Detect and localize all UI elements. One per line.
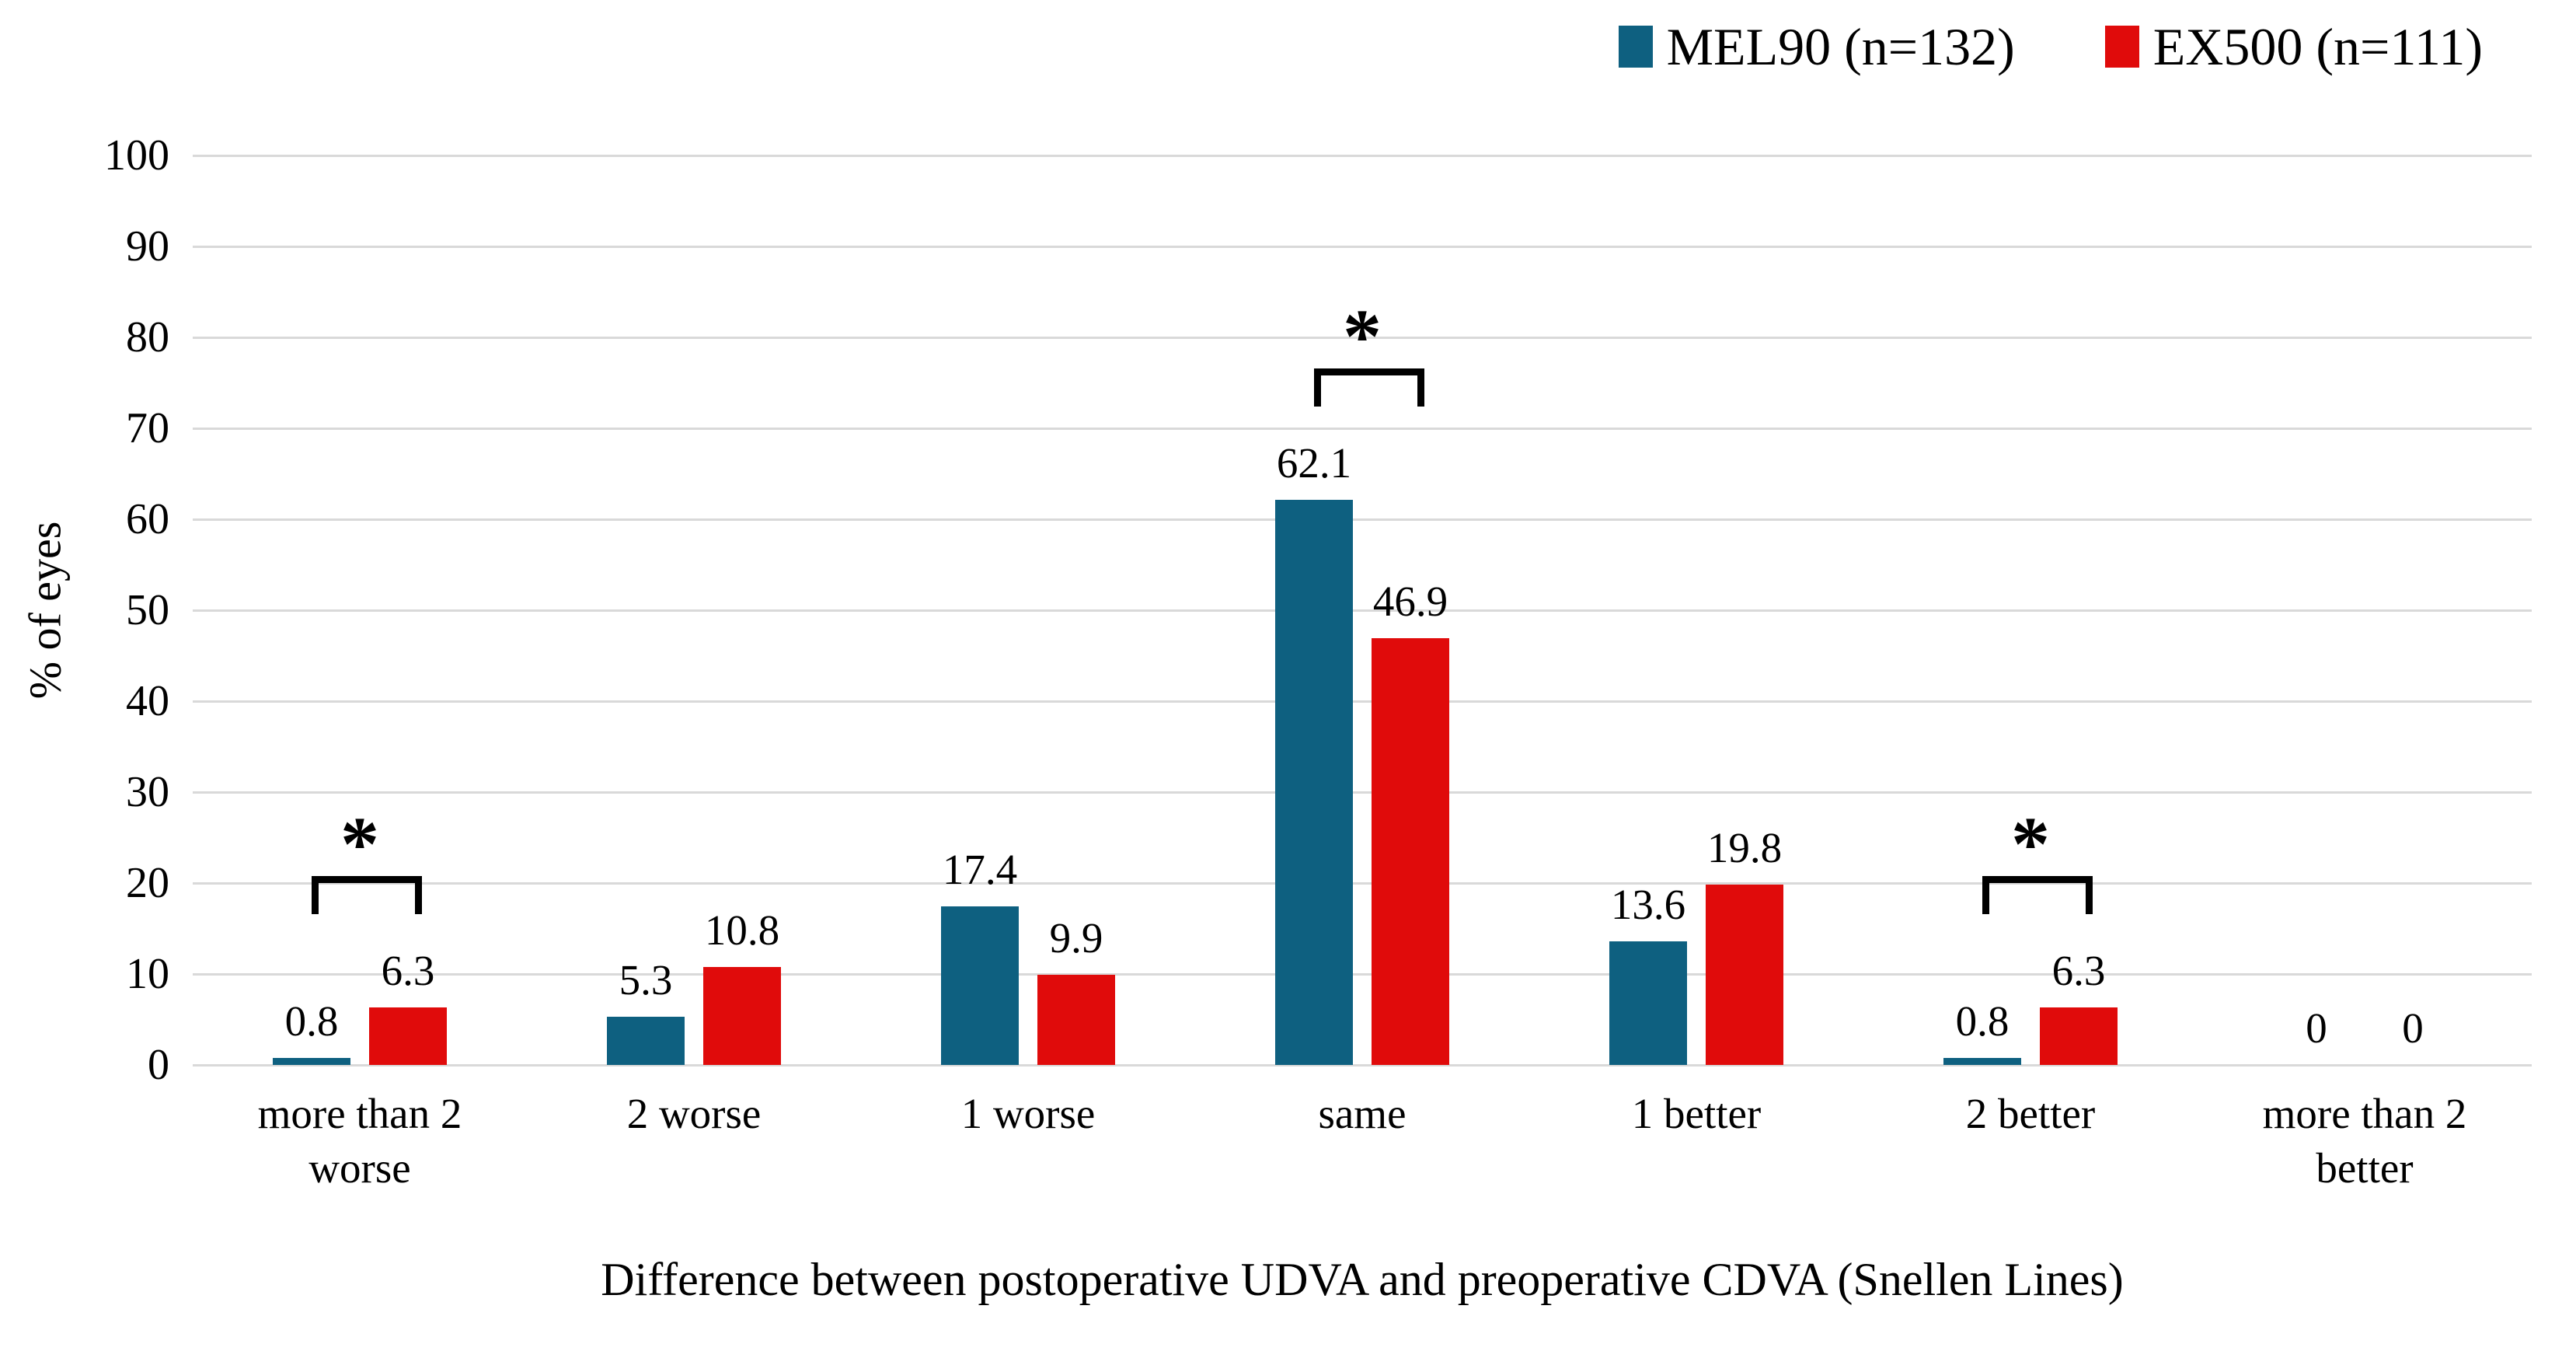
- bar-series1-same: [1372, 638, 1449, 1065]
- value-label-series0-2-worse: 5.3: [619, 956, 673, 1004]
- significance-bracket-same: [1314, 368, 1424, 407]
- value-label-series1-1-worse: 9.9: [1049, 914, 1103, 962]
- value-label-series1-1-better: 19.8: [1706, 824, 1783, 872]
- bar-series0-same: [1275, 500, 1353, 1065]
- bar-series0-more-than-2-worse: [273, 1057, 350, 1065]
- value-label-series0-1-better: 13.6: [1610, 880, 1686, 928]
- y-tick-label-0: 0: [148, 1041, 169, 1089]
- gridline-20: [193, 881, 2532, 885]
- bar-series1-1-better: [1706, 885, 1783, 1065]
- category-label-2-better: 2 better: [1965, 1090, 2096, 1137]
- category-label-same: same: [1318, 1090, 1407, 1137]
- y-tick-label-60: 60: [126, 495, 169, 543]
- ex500-swatch-icon: [2104, 26, 2139, 68]
- significance-bracket-2-better: [1982, 876, 2093, 915]
- bar-series1-1-worse: [1037, 975, 1115, 1065]
- x-axis-title: Difference between postoperative UDVA an…: [601, 1254, 2124, 1305]
- gridline-30: [193, 791, 2532, 794]
- gridline-40: [193, 700, 2532, 703]
- bar-series1-2-better: [2040, 1007, 2118, 1065]
- y-tick-label-70: 70: [126, 404, 169, 452]
- significance-bracket-more-than-2-worse: [312, 876, 422, 915]
- bar-series0-1-better: [1609, 941, 1687, 1065]
- gridline-0: [193, 1063, 2532, 1066]
- value-label-series0-same: 62.1: [1276, 439, 1352, 487]
- y-tick-label-20: 20: [126, 859, 169, 907]
- value-label-series1-same: 46.9: [1372, 578, 1448, 626]
- category-label-more-than-2-worse: more than 2 worse: [257, 1090, 462, 1192]
- gridline-10: [193, 972, 2532, 976]
- value-label-series0-more-than-2-worse: 0.8: [284, 997, 339, 1045]
- bar-series1-2-worse: [703, 966, 781, 1065]
- value-label-series1-more-than-2-better: 0: [2402, 1004, 2424, 1052]
- y-tick-label-10: 10: [126, 950, 169, 998]
- bar-series0-2-better: [1943, 1057, 2021, 1065]
- gridline-60: [193, 518, 2532, 521]
- significance-asterisk-more-than-2-worse: *: [340, 801, 379, 888]
- category-label-more-than-2-better: more than 2 better: [2262, 1090, 2467, 1192]
- value-label-series0-2-better: 0.8: [1955, 997, 2010, 1045]
- bar-series0-2-worse: [607, 1017, 685, 1065]
- value-label-series0-1-worse: 17.4: [942, 846, 1018, 894]
- gridline-80: [193, 336, 2532, 339]
- value-label-series1-more-than-2-worse: 6.3: [381, 947, 435, 995]
- gridline-100: [193, 154, 2532, 157]
- legend-label-ex500: EX500 (n=111): [2152, 17, 2483, 76]
- gridline-70: [193, 427, 2532, 430]
- value-label-series0-more-than-2-better: 0: [2306, 1004, 2327, 1052]
- y-tick-label-90: 90: [126, 222, 169, 271]
- bar-series1-more-than-2-worse: [369, 1007, 447, 1065]
- category-label-2-worse: 2 worse: [626, 1090, 762, 1137]
- y-tick-label-80: 80: [126, 313, 169, 361]
- y-tick-label-40: 40: [126, 677, 169, 725]
- legend-entry-ex500: EX500 (n=111): [2104, 17, 2483, 76]
- y-axis-title: % of eyes: [19, 521, 71, 700]
- y-tick-label-50: 50: [126, 586, 169, 634]
- significance-asterisk-same: *: [1343, 293, 1382, 380]
- value-label-series1-2-worse: 10.8: [704, 906, 780, 954]
- y-tick-label-100: 100: [104, 131, 169, 180]
- plot-area: 0 10 20 30 40 50 60 70 80 90 100 0.8 6.3 more than 2 …: [104, 134, 2532, 1192]
- category-label-1-worse: 1 worse: [960, 1090, 1096, 1137]
- value-label-series1-2-better: 6.3: [2051, 947, 2106, 995]
- mel90-swatch-icon: [1618, 26, 1653, 68]
- gridline-50: [193, 609, 2532, 612]
- bar-series0-1-worse: [941, 906, 1019, 1065]
- significance-asterisk-2-better: *: [2011, 801, 2050, 888]
- category-label-1-better: 1 better: [1631, 1090, 1762, 1137]
- legend-entry-mel90: MEL90 (n=132): [1618, 17, 2015, 76]
- legend-label-mel90: MEL90 (n=132): [1666, 17, 2015, 76]
- legend: MEL90 (n=132) EX500 (n=111): [1618, 17, 2483, 76]
- gridline-90: [193, 245, 2532, 248]
- y-tick-label-30: 30: [126, 768, 169, 816]
